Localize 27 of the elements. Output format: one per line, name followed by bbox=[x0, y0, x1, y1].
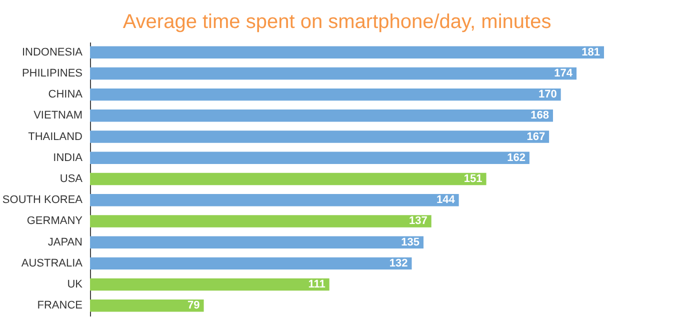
y-tick-label: PHILIPINES bbox=[22, 67, 82, 80]
y-tick-label: CHINA bbox=[48, 88, 84, 101]
data-label: 79 bbox=[188, 300, 200, 312]
data-label: 174 bbox=[554, 67, 574, 80]
data-label: 111 bbox=[308, 278, 326, 291]
data-label: 181 bbox=[582, 46, 600, 58]
data-label: 170 bbox=[538, 88, 557, 101]
data-label: 144 bbox=[436, 194, 456, 206]
chart-title: Average time spent on smartphone/day, minutes bbox=[122, 11, 552, 33]
y-tick-label: INDONESIA bbox=[22, 46, 84, 58]
y-tick-label: THAILAND bbox=[28, 130, 83, 143]
y-tick-label: USA bbox=[60, 173, 84, 185]
y-tick-label: JAPAN bbox=[48, 236, 83, 248]
y-tick-label: SOUTH KOREA bbox=[2, 194, 84, 206]
data-label: 135 bbox=[401, 236, 420, 248]
y-tick-label: UK bbox=[67, 278, 84, 291]
y-tick-label: VIETNAM bbox=[34, 110, 82, 122]
data-label: 168 bbox=[530, 110, 549, 122]
data-label: 151 bbox=[464, 173, 482, 185]
y-tick-label: AUSTRALIA bbox=[21, 257, 84, 270]
data-label: 132 bbox=[389, 257, 408, 270]
data-label: 167 bbox=[526, 130, 546, 143]
y-tick-label: FRANCE bbox=[37, 300, 82, 312]
data-label: 162 bbox=[507, 152, 526, 164]
y-tick-label: GERMANY bbox=[26, 215, 84, 228]
y-tick-label: INDIA bbox=[53, 152, 84, 164]
data-label: 137 bbox=[409, 215, 428, 228]
